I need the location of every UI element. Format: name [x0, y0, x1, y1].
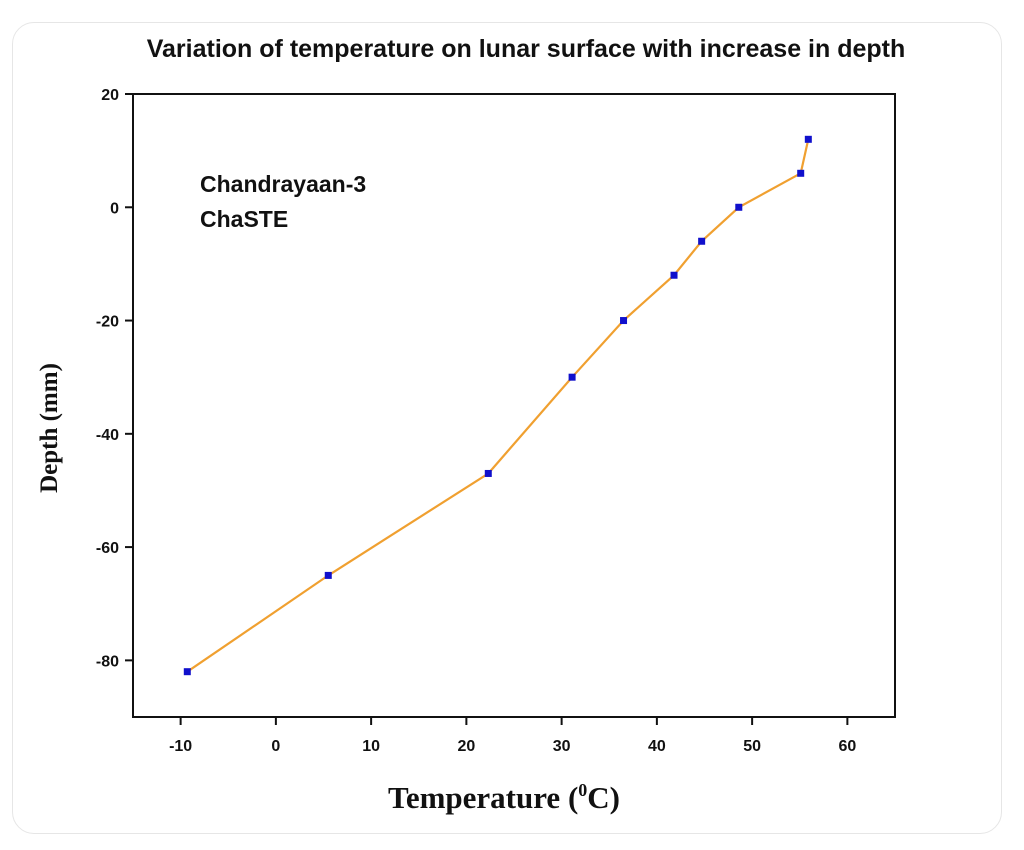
data-point [324, 571, 332, 579]
data-point [804, 135, 812, 143]
annotation-instrument: ChaSTE [200, 206, 288, 232]
y-tick-label: -20 [96, 314, 119, 331]
y-tick-label: -80 [96, 653, 119, 670]
plot-frame [132, 93, 896, 718]
series-line [186, 139, 810, 673]
x-tick-label: 30 [553, 738, 571, 755]
y-axis: -80 -60 -40 -20 0 20 [96, 87, 133, 670]
data-point [620, 317, 628, 325]
x-axis-label-main: Temperature ( [388, 780, 578, 815]
data-point [735, 203, 743, 211]
data-point [797, 169, 805, 177]
data-point [183, 668, 191, 676]
y-tick-label: -60 [96, 540, 119, 557]
x-axis-label: Temperature (0C) [388, 780, 620, 815]
annotation-mission: Chandrayaan-3 [200, 171, 366, 197]
y-axis-label: Depth (mm) [36, 363, 63, 493]
x-tick-label: 10 [362, 738, 380, 755]
chart-card [12, 22, 1002, 834]
data-point [484, 469, 492, 477]
x-axis-label-sup: 0 [578, 780, 587, 800]
series-layer [183, 135, 812, 676]
data-point [568, 373, 576, 381]
data-point [670, 271, 678, 279]
data-point [698, 237, 706, 245]
y-tick-label: 0 [110, 200, 119, 217]
x-axis: -10 0 10 20 30 40 50 60 [169, 717, 856, 755]
y-tick-label: -40 [96, 427, 119, 444]
y-tick-label: 20 [101, 87, 119, 104]
x-axis-label-unit: C) [587, 780, 620, 815]
x-tick-label: 50 [743, 738, 761, 755]
x-tick-label: 40 [648, 738, 666, 755]
x-tick-label: 20 [457, 738, 475, 755]
x-tick-label: 0 [271, 738, 280, 755]
x-tick-label: -10 [169, 738, 192, 755]
x-tick-label: 60 [838, 738, 856, 755]
chart-title: Variation of temperature on lunar surfac… [147, 35, 906, 63]
